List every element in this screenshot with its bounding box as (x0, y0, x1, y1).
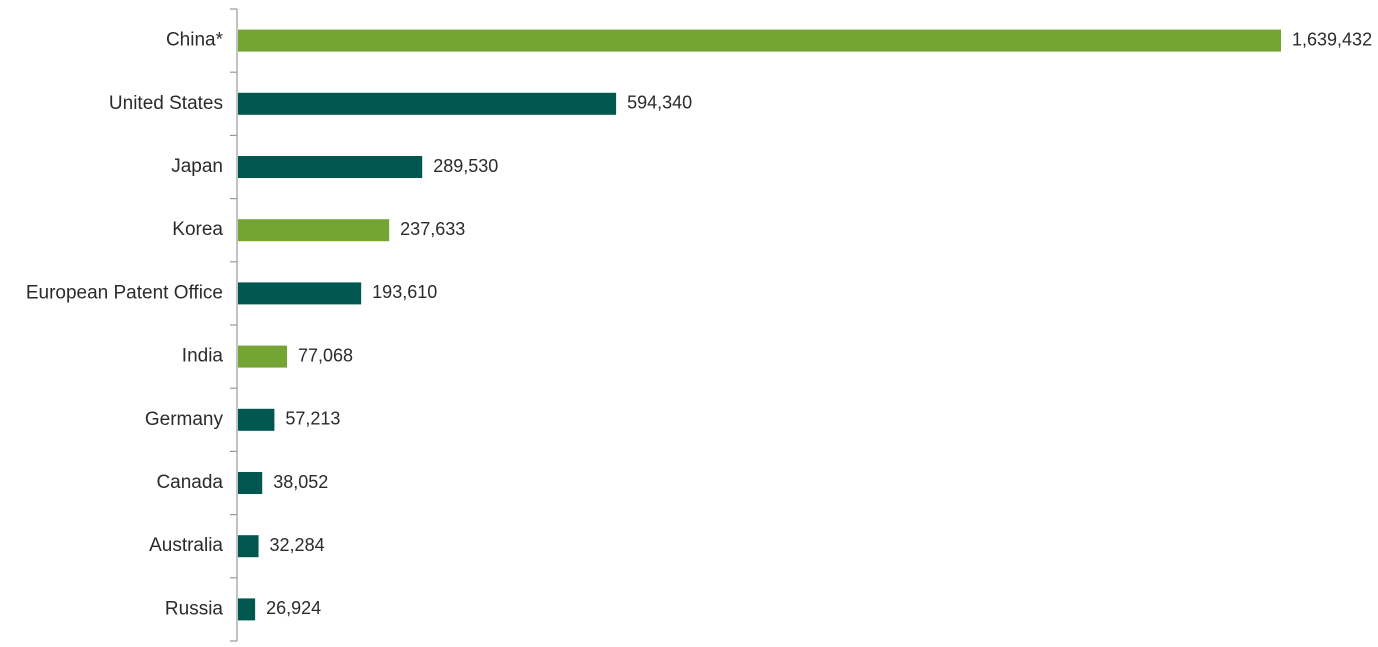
value-label: 77,068 (298, 345, 353, 365)
category-label: Canada (156, 472, 223, 493)
value-labels: 1,639,432 594,340 289,530 237,633 193,610 77,… (266, 29, 1372, 618)
value-label: 32,284 (270, 535, 325, 555)
bar (238, 472, 263, 494)
category-labels: China* United States Japan Korea European Pa… (26, 30, 224, 620)
bar (238, 535, 259, 558)
bar (238, 92, 617, 115)
category-label: United States (109, 93, 223, 114)
axis-ticks (230, 8, 237, 642)
value-label: 26,924 (266, 598, 321, 618)
value-label: 289,530 (433, 156, 498, 176)
category-label: China* (166, 30, 224, 51)
category-label: European Patent Office (26, 282, 223, 303)
category-label: Australia (149, 535, 223, 556)
category-label: Germany (145, 409, 224, 430)
bar (238, 219, 390, 242)
bars (238, 29, 1281, 621)
value-label: 38,052 (273, 472, 328, 492)
category-label: Russia (165, 598, 224, 619)
value-label: 57,213 (285, 409, 340, 429)
value-label: 237,633 (400, 219, 465, 239)
value-label: 594,340 (627, 93, 692, 113)
bar (238, 29, 1281, 52)
bar (238, 408, 275, 431)
category-label: Japan (171, 156, 223, 177)
value-label: 1,639,432 (1292, 29, 1372, 49)
category-label: India (182, 346, 224, 367)
bar (238, 598, 256, 621)
bar (238, 345, 288, 368)
value-label: 193,610 (372, 282, 437, 302)
bar (238, 156, 423, 178)
category-label: Korea (172, 219, 223, 240)
bar (238, 282, 362, 305)
